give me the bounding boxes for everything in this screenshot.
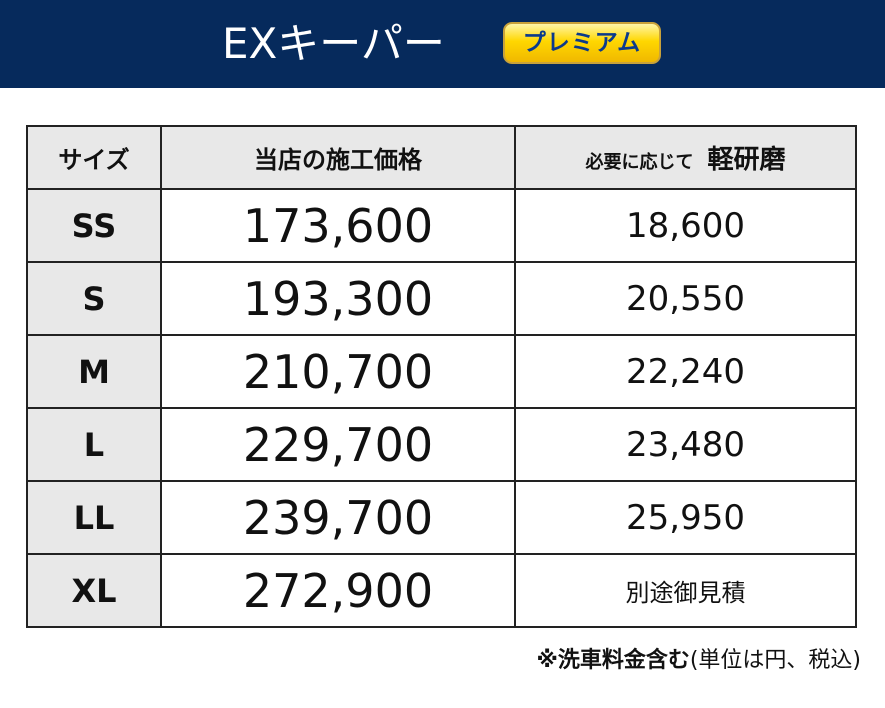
table-row: M 210,700 22,240: [26, 334, 857, 409]
price-cell: 173,600: [160, 188, 516, 263]
polish-price-cell: 別途御見積: [514, 553, 857, 628]
column-header-polish: 必要に応じて 軽研磨: [514, 125, 857, 190]
column-header-price: 当店の施工価格: [160, 125, 516, 190]
size-cell: XL: [26, 553, 162, 628]
table-row: LL 239,700 25,950: [26, 480, 857, 555]
polish-price-cell: 25,950: [514, 480, 857, 555]
polish-price-cell: 22,240: [514, 334, 857, 409]
footnote-unit: (単位は円、税込): [689, 648, 861, 673]
price-cell: 229,700: [160, 407, 516, 482]
size-cell: L: [26, 407, 162, 482]
price-cell: 272,900: [160, 553, 516, 628]
polish-price-cell: 23,480: [514, 407, 857, 482]
column-header-polish-note: 必要に応じて: [585, 152, 694, 173]
size-cell: LL: [26, 480, 162, 555]
footnote-bold: ※洗車料金含む: [536, 648, 690, 673]
table-row: XL 272,900 別途御見積: [26, 553, 857, 628]
footnote: ※洗車料金含む(単位は円、税込): [536, 642, 861, 674]
polish-price-cell: 20,550: [514, 261, 857, 336]
table-row: S 193,300 20,550: [26, 261, 857, 336]
size-cell: SS: [26, 188, 162, 263]
polish-price-cell: 18,600: [514, 188, 857, 263]
price-cell: 193,300: [160, 261, 516, 336]
column-header-polish-label: 軽研磨: [707, 145, 786, 175]
size-cell: M: [26, 334, 162, 409]
header-banner: EXキーパー プレミアム: [0, 0, 885, 88]
page-title: EXキーパー: [222, 19, 445, 68]
table-row: L 229,700 23,480: [26, 407, 857, 482]
table-row: SS 173,600 18,600: [26, 188, 857, 263]
price-cell: 239,700: [160, 480, 516, 555]
table-header-row: サイズ 当店の施工価格 必要に応じて 軽研磨: [26, 125, 857, 190]
size-cell: S: [26, 261, 162, 336]
premium-badge: プレミアム: [503, 22, 661, 64]
price-cell: 210,700: [160, 334, 516, 409]
column-header-size: サイズ: [26, 125, 162, 190]
